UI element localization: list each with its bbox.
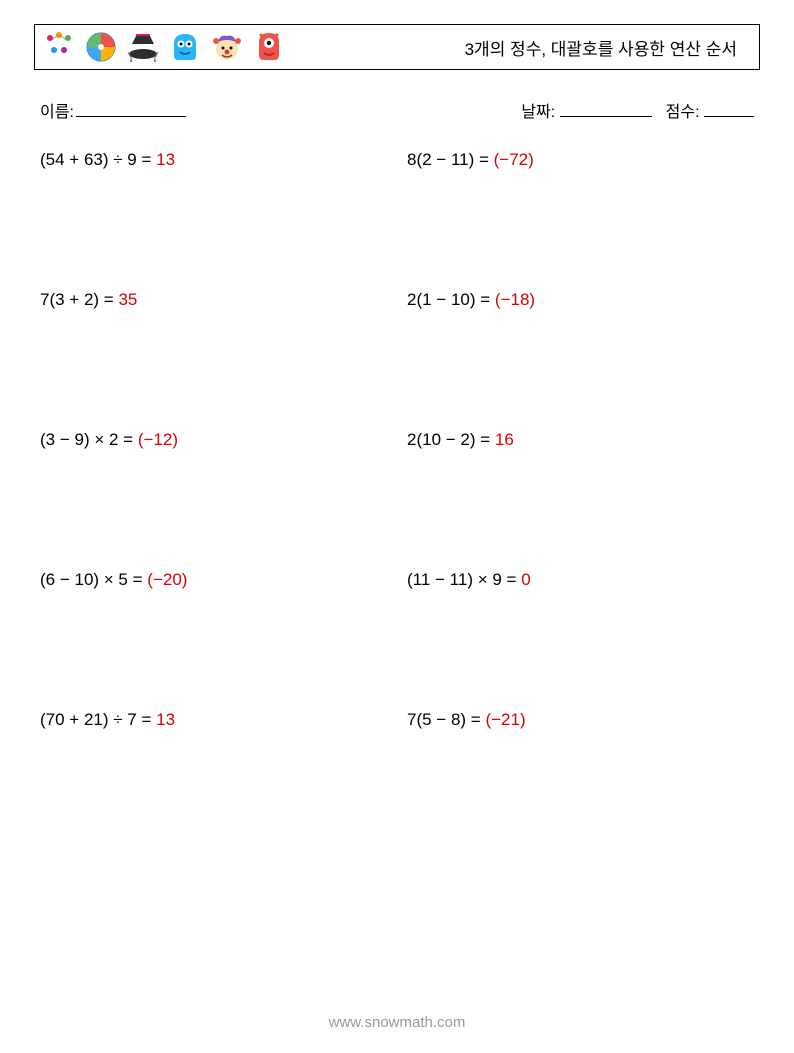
monster-blue-icon xyxy=(167,29,203,65)
problem-answer: (−18) xyxy=(495,290,535,309)
problem-expr: (11 − 11) × 9 = xyxy=(407,570,516,589)
problem-row: (70 + 21) ÷ 7 = 13 7(5 − 8) = (−21) xyxy=(40,710,754,730)
footer-url: www.snowmath.com xyxy=(0,1014,794,1031)
problem-row: (3 − 9) × 2 = (−12) 2(10 − 2) = 16 xyxy=(40,430,754,450)
worksheet-title: 3개의 정수, 대괄호를 사용한 연산 순서 xyxy=(465,35,745,60)
date-blank xyxy=(560,101,652,117)
problem-answer: (−12) xyxy=(138,430,178,449)
problem-answer: 13 xyxy=(156,710,175,729)
date-label: 날짜: xyxy=(521,104,555,121)
juggling-icon xyxy=(41,29,77,65)
problem-expr: 7(5 − 8) = xyxy=(407,710,481,729)
problem-row: 7(3 + 2) = 35 2(1 − 10) = (−18) xyxy=(40,290,754,310)
problems-grid: (54 + 63) ÷ 9 = 13 8(2 − 11) = (−72) 7(3… xyxy=(40,150,754,730)
problem: (11 − 11) × 9 = 0 xyxy=(397,570,754,590)
problem: 2(1 − 10) = (−18) xyxy=(397,290,754,310)
problem-answer: (−21) xyxy=(485,710,525,729)
problem-expr: (54 + 63) ÷ 9 = xyxy=(40,150,151,169)
problem: 2(10 − 2) = 16 xyxy=(397,430,754,450)
problem-answer: (−20) xyxy=(147,570,187,589)
problem-expr: 8(2 − 11) = xyxy=(407,150,489,169)
beachball-icon xyxy=(83,29,119,65)
problem: (3 − 9) × 2 = (−12) xyxy=(40,430,397,450)
problem: (70 + 21) ÷ 7 = 13 xyxy=(40,710,397,730)
score-blank xyxy=(704,101,754,117)
problem: (6 − 10) × 5 = (−20) xyxy=(40,570,397,590)
problem-expr: (70 + 21) ÷ 7 = xyxy=(40,710,151,729)
problem: (54 + 63) ÷ 9 = 13 xyxy=(40,150,397,170)
problem-answer: 16 xyxy=(495,430,514,449)
problem-answer: (−72) xyxy=(494,150,534,169)
problem-expr: (3 − 9) × 2 = xyxy=(40,430,133,449)
name-blank xyxy=(76,101,186,117)
header-box: 3개의 정수, 대괄호를 사용한 연산 순서 xyxy=(34,24,760,70)
score-label: 점수: xyxy=(666,104,700,121)
tophat-icon xyxy=(125,29,161,65)
name-label: 이름: xyxy=(40,98,74,122)
problem-answer: 0 xyxy=(521,570,530,589)
info-row: 이름: 날짜: 점수: xyxy=(40,98,754,122)
header-icons xyxy=(41,29,287,65)
clown-icon xyxy=(209,29,245,65)
problem-expr: 2(1 − 10) = xyxy=(407,290,490,309)
problem-answer: 13 xyxy=(156,150,175,169)
problem-expr: 7(3 + 2) = xyxy=(40,290,114,309)
problem-expr: 2(10 − 2) = xyxy=(407,430,490,449)
problem-row: (6 − 10) × 5 = (−20) (11 − 11) × 9 = 0 xyxy=(40,570,754,590)
problem-row: (54 + 63) ÷ 9 = 13 8(2 − 11) = (−72) xyxy=(40,150,754,170)
problem: 8(2 − 11) = (−72) xyxy=(397,150,754,170)
problem-answer: 35 xyxy=(118,290,137,309)
problem: 7(5 − 8) = (−21) xyxy=(397,710,754,730)
problem-expr: (6 − 10) × 5 = xyxy=(40,570,143,589)
problem: 7(3 + 2) = 35 xyxy=(40,290,397,310)
monster-red-icon xyxy=(251,29,287,65)
